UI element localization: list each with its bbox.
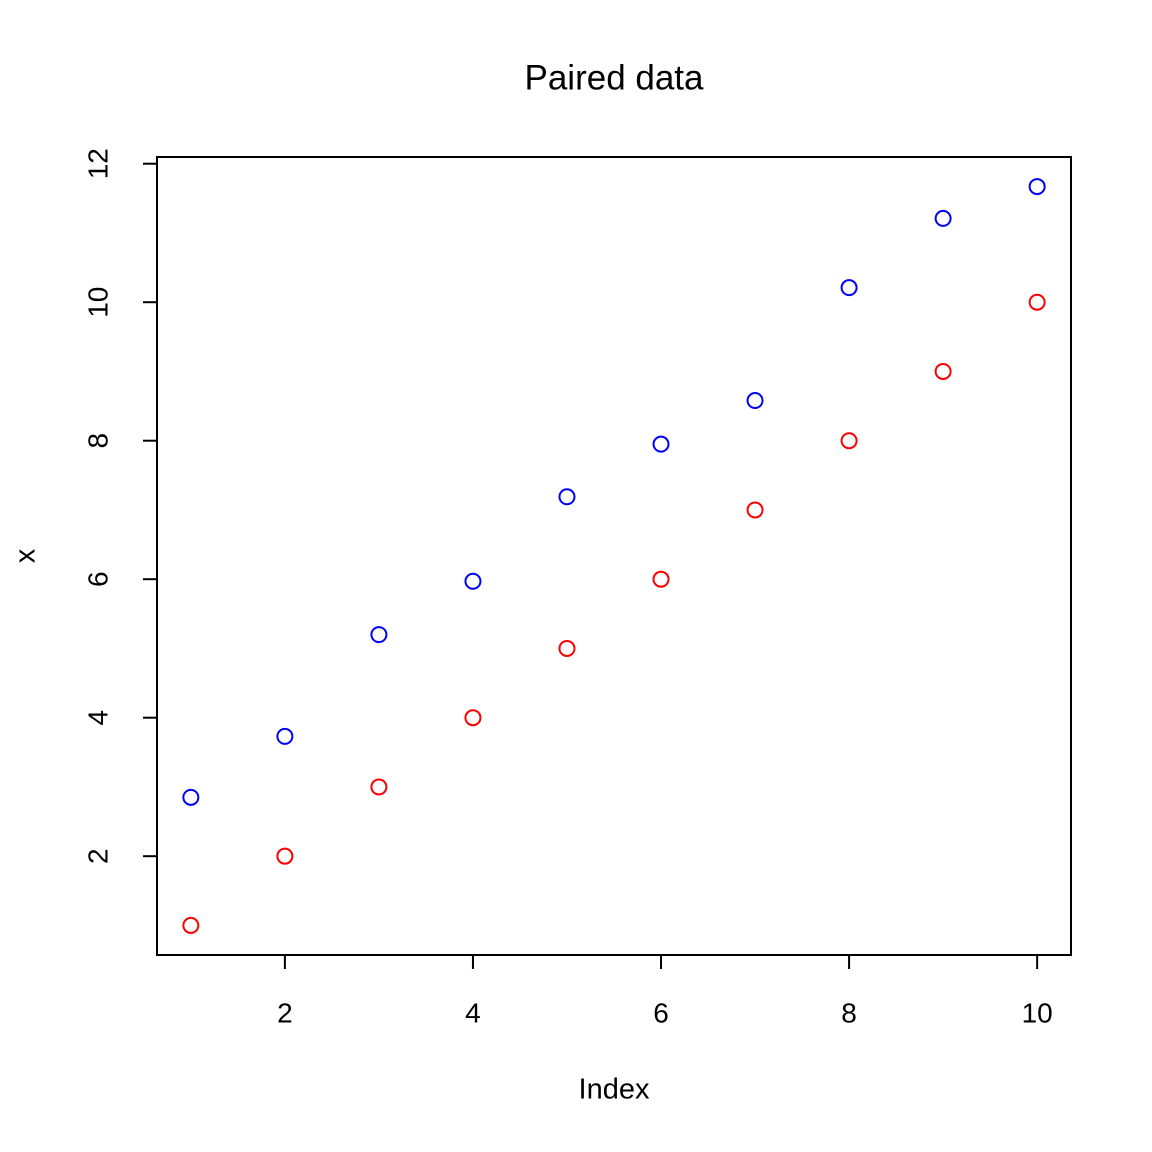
chart-title: Paired data xyxy=(524,58,704,97)
point xyxy=(746,392,764,410)
y-tick-label: 12 xyxy=(82,148,113,179)
point xyxy=(464,572,482,590)
point xyxy=(840,432,858,450)
x-tick-label: 8 xyxy=(841,997,857,1028)
point xyxy=(370,626,388,644)
x-tick-label: 2 xyxy=(277,997,293,1028)
point xyxy=(746,501,764,519)
point xyxy=(558,639,576,657)
y-tick-label: 8 xyxy=(82,433,113,449)
point xyxy=(934,209,952,227)
x-tick-label: 6 xyxy=(653,997,669,1028)
point xyxy=(276,847,294,865)
y-tick-label: 10 xyxy=(82,287,113,318)
point xyxy=(464,709,482,727)
point xyxy=(840,279,858,297)
y-tick-label: 4 xyxy=(82,710,113,726)
x-axis-label: Index xyxy=(579,1074,650,1106)
y-tick-label: 6 xyxy=(82,571,113,587)
point xyxy=(934,362,952,380)
point xyxy=(1028,178,1046,196)
point xyxy=(182,916,200,934)
x-tick-label: 4 xyxy=(465,997,481,1028)
point xyxy=(652,570,670,588)
x-tick-label: 10 xyxy=(1022,997,1053,1028)
y-tick-label: 2 xyxy=(82,848,113,864)
point xyxy=(276,727,294,745)
point xyxy=(1028,293,1046,311)
point xyxy=(370,778,388,796)
point xyxy=(652,435,670,453)
y-axis-label: x xyxy=(10,548,42,563)
point xyxy=(558,488,576,506)
point xyxy=(182,788,200,806)
